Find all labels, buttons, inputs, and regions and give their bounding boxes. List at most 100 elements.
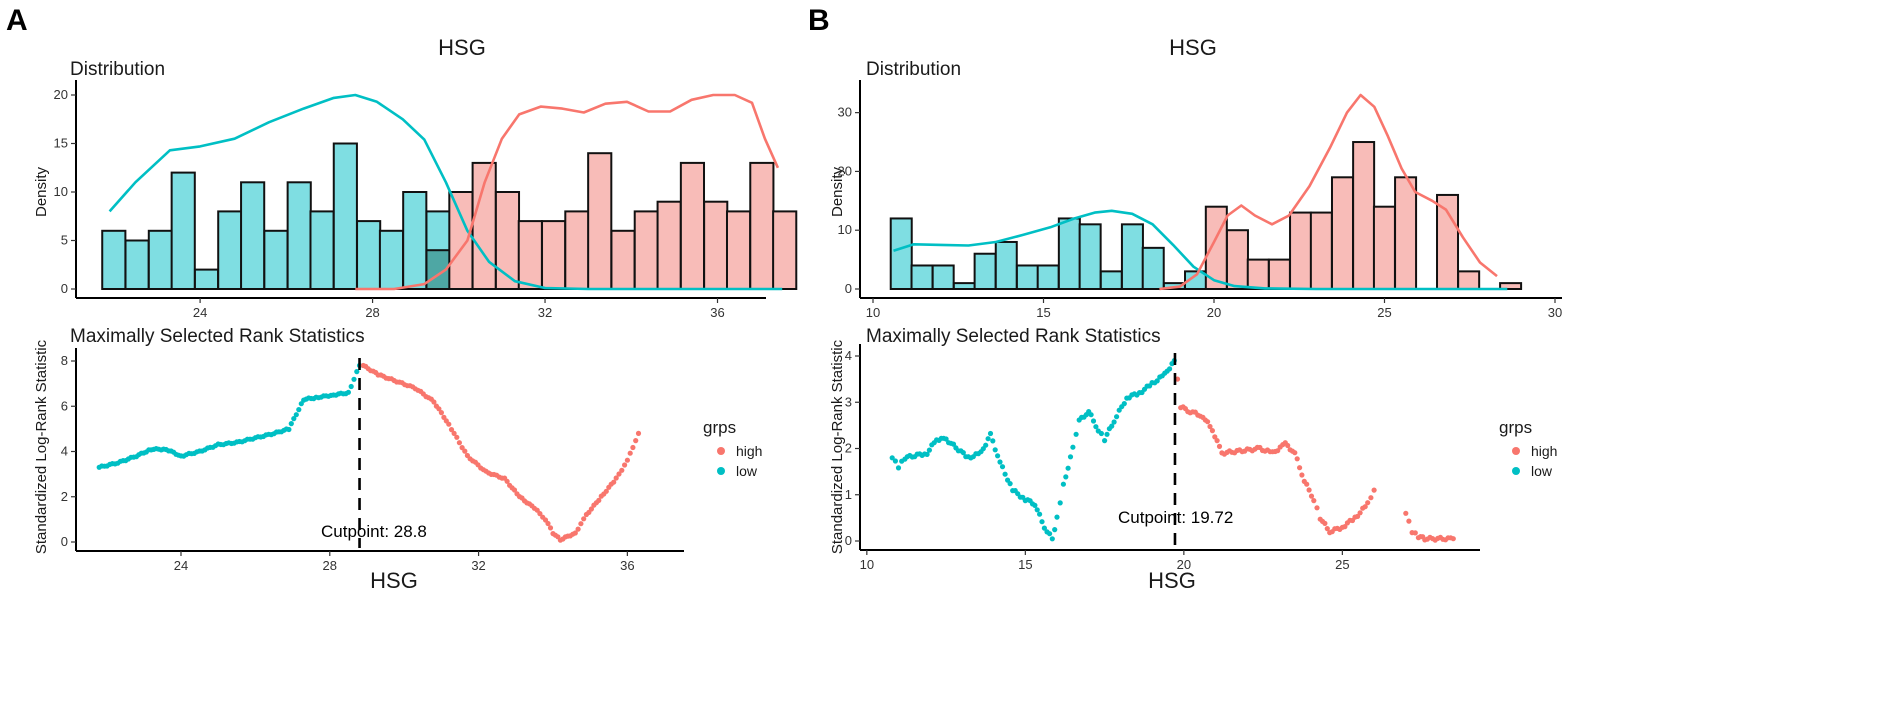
a-max-y-tick-label: 4	[61, 444, 68, 459]
panel-a-cutpoint-label: Cutpoint: 28.8	[321, 522, 427, 541]
b-max-point-high	[1207, 423, 1213, 430]
b-dist-bar-high	[1352, 141, 1376, 290]
b-dist-bar-low	[1120, 223, 1144, 290]
a-max-point-high	[459, 445, 465, 451]
b-max-point-low	[1098, 430, 1104, 437]
a-max-point-high	[635, 430, 642, 436]
a-max-point-high	[627, 450, 633, 456]
b-max-y-tick-label: 0	[845, 533, 852, 548]
a-dist-y-tick-label: 5	[61, 233, 68, 248]
b-max-point-low	[1052, 527, 1058, 533]
a-max-x-tick-label: 32	[471, 558, 485, 573]
a-dist-bar-high	[679, 161, 706, 290]
b-max-point-high	[1216, 443, 1223, 449]
a-max-point-low	[291, 416, 297, 422]
b-max-point-low	[1167, 366, 1173, 372]
b-max-point-low	[1047, 531, 1053, 537]
a-max-y-tick-label: 6	[61, 398, 68, 413]
b-max-point-low	[992, 447, 998, 453]
b-dist-bar-low	[931, 264, 955, 291]
a-max-point-high	[613, 475, 619, 481]
b-dist-y-tick-label: 0	[845, 281, 852, 296]
b-max-point-high	[1299, 472, 1305, 478]
panel-letter-b: B	[808, 4, 830, 37]
b-max-point-low	[926, 447, 933, 453]
b-max-point-high	[1304, 481, 1310, 487]
a-max-point-low	[286, 426, 292, 433]
b-max-point-high	[1406, 518, 1412, 524]
b-max-point-low	[1102, 438, 1108, 444]
b-max-point-high	[1322, 520, 1328, 527]
b-max-point-low	[1049, 536, 1055, 542]
b-dist-bar-high	[1499, 282, 1523, 291]
panel-b-dist-subtitle: Distribution	[866, 59, 961, 80]
a-dist-bar-high	[448, 191, 474, 290]
b-dist-density-high	[1159, 93, 1498, 291]
b-max-point-low	[985, 436, 991, 442]
b-max-point-low	[1121, 401, 1127, 407]
a-dist-bar-high	[541, 220, 567, 291]
b-max-point-high	[1306, 487, 1312, 493]
a-max-point-high	[603, 488, 609, 494]
b-max-point-low	[1088, 412, 1094, 418]
b-max-point-high	[1214, 438, 1220, 444]
a-dist-bar-high	[772, 210, 798, 290]
b-dist-y-tick-label: 10	[838, 222, 852, 237]
a-dist-bar-high	[564, 210, 590, 290]
panel-a-dist-ylabel: Density	[33, 166, 50, 217]
panel-b-maxstat-ylabel: Standardized Log-Rank Statistic	[829, 339, 846, 554]
b-max-point-low	[1111, 419, 1117, 425]
a-dist-bar-low	[193, 268, 220, 291]
b-dist-density-low	[893, 209, 1508, 291]
a-dist-bar-low	[124, 239, 150, 290]
a-dist-bar-high	[703, 200, 729, 290]
a-max-point-high	[588, 506, 595, 512]
b-dist-bar-low	[1036, 264, 1060, 291]
b-dist-bar-high	[1225, 229, 1249, 291]
b-max-y-tick-label: 3	[845, 394, 852, 409]
a-dist-y-tick-label: 10	[54, 184, 68, 199]
a-max-y-tick-label: 0	[61, 534, 68, 549]
b-max-point-low	[1063, 474, 1069, 480]
b-max-point-high	[1311, 498, 1317, 504]
legend-a-low-swatch	[717, 467, 725, 475]
a-max-x-tick-label: 36	[620, 558, 634, 573]
b-max-point-low	[960, 450, 966, 456]
b-dist-bar-high	[1394, 176, 1418, 290]
b-dist-bar-low	[994, 240, 1018, 290]
b-dist-bar-high	[1330, 176, 1354, 290]
b-max-point-high	[1324, 526, 1330, 532]
a-dist-bar-high	[587, 152, 613, 290]
b-max-y-tick-label: 1	[845, 487, 852, 502]
a-max-point-high	[581, 516, 587, 522]
a-dist-bar-low	[170, 171, 196, 291]
legend-a: grps high low	[703, 418, 762, 479]
a-dist-y-tick-label: 0	[61, 281, 68, 296]
a-max-point-low	[288, 421, 294, 427]
b-max-point-high	[1314, 505, 1320, 511]
b-max-point-low	[1039, 519, 1045, 525]
b-max-point-low	[950, 441, 957, 447]
b-dist-bar-high	[1457, 270, 1481, 291]
a-max-point-low	[345, 389, 351, 395]
b-dist-bar-low	[1078, 223, 1102, 290]
a-dist-y-tick-label: 20	[54, 87, 68, 102]
a-max-y-tick-label: 2	[61, 489, 68, 504]
b-max-point-low	[1109, 423, 1115, 429]
a-max-y-tick-label: 8	[61, 353, 68, 368]
legend-b-high-swatch	[1512, 447, 1520, 455]
b-max-y-tick-label: 2	[845, 441, 852, 456]
b-dist-x-tick-label: 10	[866, 305, 880, 320]
b-max-point-low	[1104, 431, 1110, 437]
a-max-point-high	[438, 410, 444, 416]
panel-b-maxstat-plot: 10 15 20 25 0 1 2 3 4	[845, 344, 1480, 572]
b-dist-y-tick-label: 20	[838, 163, 852, 178]
a-dist-y-tick-label: 15	[54, 136, 68, 151]
b-max-point-low	[1002, 471, 1008, 477]
a-max-point-high	[504, 478, 510, 484]
panel-a-title: HSG	[438, 35, 486, 60]
a-dist-bar-low	[309, 210, 335, 290]
a-max-point-high	[456, 440, 462, 446]
b-max-point-low	[943, 436, 949, 442]
